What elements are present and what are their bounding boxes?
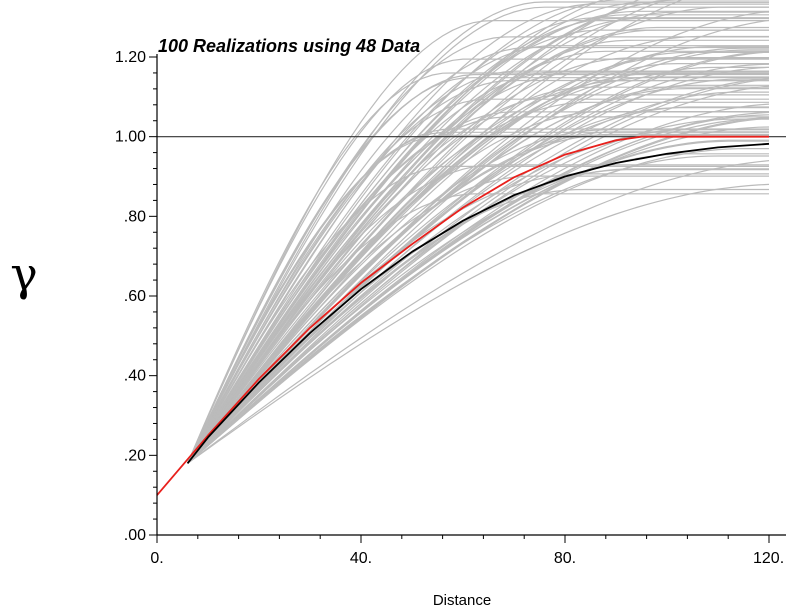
x-tick-label: 80. (554, 550, 576, 567)
realization-line (187, 6, 769, 464)
realization-line (187, 72, 769, 464)
realization-line (187, 17, 769, 464)
realization-line (187, 11, 769, 464)
realization-line (187, 183, 770, 464)
realization-line (187, 77, 770, 464)
realization-line (187, 57, 769, 464)
y-tick-label: .80 (124, 208, 146, 225)
model-variogram-line (156, 135, 769, 496)
x-tick-label: 40. (350, 550, 372, 567)
realization-line (187, 111, 769, 464)
realization-line (187, 57, 769, 464)
realization-line (187, 50, 769, 464)
x-tick-label: 120. (753, 550, 784, 567)
y-tick-label: .00 (124, 527, 146, 544)
realization-line (187, 58, 769, 464)
realization-line (187, 91, 769, 464)
series-lines-group (156, 135, 786, 496)
y-tick-label: 1.20 (115, 49, 146, 66)
y-tick-label: .40 (124, 368, 146, 385)
realizations-group (187, 0, 770, 464)
chart-title: 100 Realizations using 48 Data (158, 36, 420, 56)
x-axis-label: Distance (433, 592, 491, 609)
realization-line (187, 73, 769, 464)
realization-line (187, 140, 769, 464)
realization-line (187, 63, 770, 464)
realization-line (187, 126, 770, 464)
realization-line (187, 17, 769, 464)
realization-line (187, 0, 640, 464)
y-tick-label: .60 (124, 288, 146, 305)
y-axis-label: γ (10, 247, 38, 301)
realization-line (187, 51, 769, 464)
realization-line (187, 20, 769, 464)
realization-line (187, 0, 667, 464)
realization-line (187, 39, 769, 464)
realization-line (187, 131, 769, 464)
realization-line (187, 1, 769, 464)
axes-group: .00 .20 .40 .60 .80 1.00 1.20 0. 40. 80. 120. (115, 49, 786, 567)
realization-line (187, 0, 604, 464)
realization-line (187, 155, 769, 464)
realization-line (187, 3, 769, 464)
realization-line (187, 45, 769, 464)
realization-line (187, 6, 769, 464)
realization-line (187, 139, 769, 464)
realization-line (187, 94, 769, 464)
realization-line (187, 101, 769, 464)
y-tick-label: .20 (124, 447, 146, 464)
mean-variogram-line (186, 142, 770, 464)
realization-line (187, 36, 769, 464)
realization-line (187, 175, 769, 464)
x-tick-label: 0. (150, 550, 163, 567)
realization-line (187, 160, 770, 464)
realization-line (187, 0, 675, 464)
realization-line (187, 173, 769, 464)
y-tick-label: 1.00 (115, 129, 146, 146)
realization-line (187, 153, 769, 464)
